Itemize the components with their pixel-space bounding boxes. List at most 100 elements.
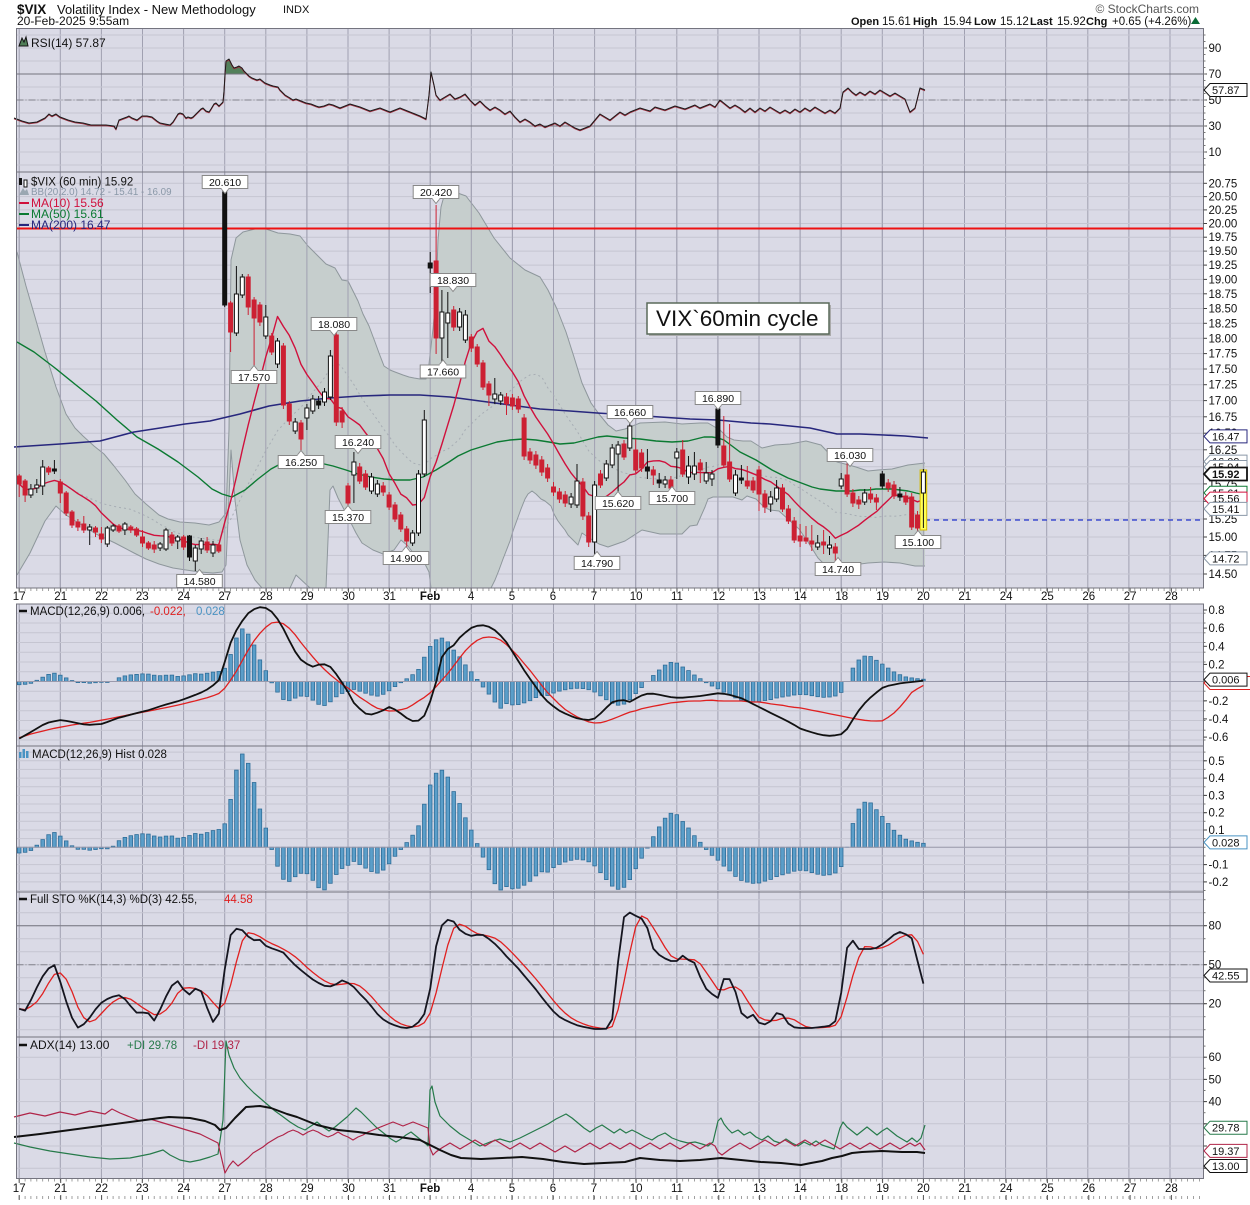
svg-text:15.00: 15.00 xyxy=(1209,532,1238,544)
svg-text:-0.2: -0.2 xyxy=(1209,877,1229,889)
svg-text:19.25: 19.25 xyxy=(1209,260,1238,272)
svg-text:0.3: 0.3 xyxy=(1209,790,1225,802)
svg-text:0.4: 0.4 xyxy=(1209,641,1226,653)
svg-text:24: 24 xyxy=(1000,1183,1013,1195)
svg-text:40: 40 xyxy=(1209,1097,1222,1109)
svg-text:14.72: 14.72 xyxy=(1212,553,1240,565)
svg-text:90: 90 xyxy=(1209,43,1222,55)
svg-text:25: 25 xyxy=(1041,591,1054,603)
svg-text:5: 5 xyxy=(509,1183,515,1195)
svg-text:BB(20,2.0) 14.72 - 15.41 - 16.: BB(20,2.0) 14.72 - 15.41 - 16.09 xyxy=(31,187,172,198)
svg-text:15.41: 15.41 xyxy=(1212,504,1240,516)
svg-text:15.92: 15.92 xyxy=(1057,16,1086,28)
svg-text:19: 19 xyxy=(876,591,889,603)
svg-text:14.900: 14.900 xyxy=(390,553,422,565)
svg-text:17.75: 17.75 xyxy=(1209,349,1238,361)
svg-text:20: 20 xyxy=(917,591,930,603)
svg-text:0.2: 0.2 xyxy=(1209,808,1225,820)
svg-text:15.700: 15.700 xyxy=(656,493,688,505)
svg-text:28: 28 xyxy=(260,1183,273,1195)
svg-text:5: 5 xyxy=(509,591,515,603)
svg-text:44.58: 44.58 xyxy=(224,894,253,906)
svg-text:0.6: 0.6 xyxy=(1209,623,1225,635)
svg-text:14.740: 14.740 xyxy=(822,564,854,576)
svg-text:19: 19 xyxy=(876,1183,889,1195)
svg-text:12: 12 xyxy=(712,591,725,603)
svg-text:60: 60 xyxy=(1209,1052,1222,1064)
svg-text:14: 14 xyxy=(794,591,807,603)
svg-text:16.030: 16.030 xyxy=(834,450,866,462)
svg-text:4: 4 xyxy=(468,591,475,603)
svg-text:21: 21 xyxy=(54,591,67,603)
svg-text:MA(200) 16.47: MA(200) 16.47 xyxy=(31,218,111,232)
svg-text:18.75: 18.75 xyxy=(1209,289,1238,301)
svg-text:-0.022,: -0.022, xyxy=(150,606,186,618)
svg-text:21: 21 xyxy=(54,1183,67,1195)
svg-text:17: 17 xyxy=(13,591,26,603)
svg-text:27: 27 xyxy=(1124,591,1137,603)
svg-text:20-Feb-2025 9:55am: 20-Feb-2025 9:55am xyxy=(17,14,129,28)
svg-text:19.00: 19.00 xyxy=(1209,274,1238,286)
svg-text:18.00: 18.00 xyxy=(1209,333,1238,345)
svg-text:12: 12 xyxy=(712,1183,725,1195)
svg-text:31: 31 xyxy=(383,1183,396,1195)
svg-text:11: 11 xyxy=(671,1183,683,1195)
svg-text:17.50: 17.50 xyxy=(1209,364,1238,376)
svg-text:MACD(12,26,9) 0.006,: MACD(12,26,9) 0.006, xyxy=(30,606,145,618)
svg-text:Feb: Feb xyxy=(420,591,440,603)
svg-text:17.00: 17.00 xyxy=(1209,396,1238,408)
svg-text:24: 24 xyxy=(1000,591,1013,603)
svg-text:4: 4 xyxy=(468,1183,475,1195)
svg-text:18.25: 18.25 xyxy=(1209,318,1238,330)
svg-text:-0.4: -0.4 xyxy=(1209,714,1229,726)
svg-text:20.75: 20.75 xyxy=(1209,178,1238,190)
svg-text:Feb: Feb xyxy=(420,1183,440,1195)
svg-text:-DI 19.37: -DI 19.37 xyxy=(193,1040,240,1052)
svg-text:20.50: 20.50 xyxy=(1209,192,1238,204)
svg-text:© StockCharts.com: © StockCharts.com xyxy=(1095,2,1199,16)
svg-text:29: 29 xyxy=(301,1183,314,1195)
svg-text:15.25: 15.25 xyxy=(1209,514,1238,526)
svg-text:7: 7 xyxy=(591,1183,597,1195)
svg-text:14: 14 xyxy=(794,1183,807,1195)
svg-text:27: 27 xyxy=(218,1183,231,1195)
svg-text:10: 10 xyxy=(630,1183,643,1195)
svg-text:15.620: 15.620 xyxy=(602,498,634,510)
svg-text:RSI(14) 57.87: RSI(14) 57.87 xyxy=(31,36,106,50)
svg-text:MA(10) 15.56: MA(10) 15.56 xyxy=(31,196,104,210)
svg-text:13: 13 xyxy=(753,591,766,603)
svg-text:Low: Low xyxy=(974,16,996,28)
svg-text:20.00: 20.00 xyxy=(1209,219,1238,231)
svg-text:18.080: 18.080 xyxy=(318,319,350,331)
svg-text:19.37: 19.37 xyxy=(1212,1146,1240,1158)
svg-text:28: 28 xyxy=(1165,591,1178,603)
svg-text:18: 18 xyxy=(835,591,848,603)
svg-text:17.660: 17.660 xyxy=(427,367,459,379)
svg-text:7: 7 xyxy=(591,591,597,603)
svg-text:42.55: 42.55 xyxy=(1212,971,1240,983)
svg-text:15.12: 15.12 xyxy=(1000,16,1029,28)
svg-text:0.8: 0.8 xyxy=(1209,605,1225,617)
svg-text:17.570: 17.570 xyxy=(238,372,270,384)
svg-text:13.00: 13.00 xyxy=(1212,1161,1240,1173)
svg-text:57.87: 57.87 xyxy=(1212,85,1240,97)
svg-text:20: 20 xyxy=(917,1183,930,1195)
svg-text:20.610: 20.610 xyxy=(209,177,241,189)
svg-text:28: 28 xyxy=(1165,1183,1178,1195)
svg-text:30: 30 xyxy=(342,1183,355,1195)
svg-text:Chg: Chg xyxy=(1086,16,1107,28)
svg-text:50: 50 xyxy=(1209,1074,1222,1086)
svg-text:15.100: 15.100 xyxy=(902,537,934,549)
svg-text:80: 80 xyxy=(1209,921,1222,933)
svg-text:INDX: INDX xyxy=(283,4,310,16)
svg-text:Open: Open xyxy=(851,16,879,28)
svg-text:70: 70 xyxy=(1209,69,1222,81)
svg-text:10: 10 xyxy=(1209,147,1222,159)
svg-text:24: 24 xyxy=(177,1183,190,1195)
svg-text:23: 23 xyxy=(136,1183,149,1195)
svg-text:18.830: 18.830 xyxy=(437,275,469,287)
svg-text:24: 24 xyxy=(177,591,190,603)
svg-text:Last: Last xyxy=(1030,16,1053,28)
svg-text:MA(50) 15.61: MA(50) 15.61 xyxy=(31,207,104,221)
svg-text:10: 10 xyxy=(630,591,643,603)
